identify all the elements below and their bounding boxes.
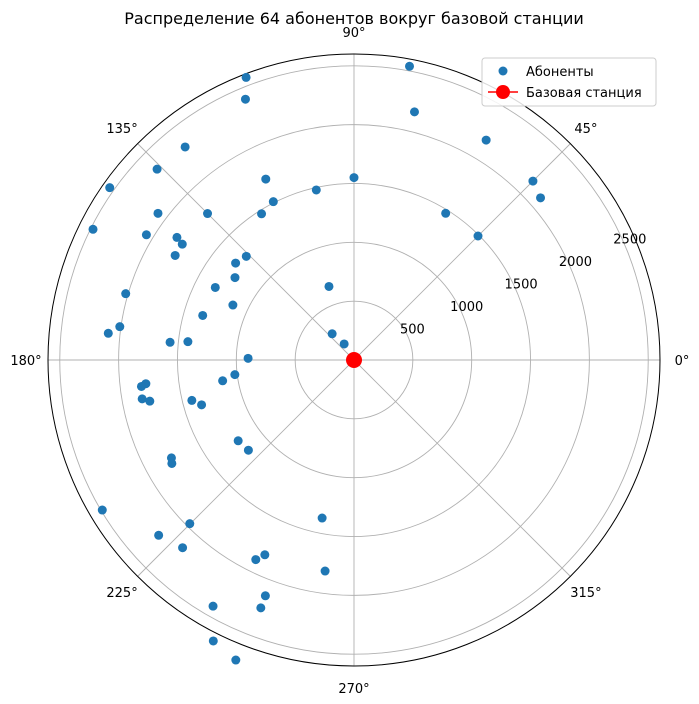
subscriber-point-20	[170, 250, 180, 260]
subscriber-point-32	[165, 337, 175, 347]
polar-spine	[47, 53, 661, 667]
subscriber-point-54	[178, 543, 188, 553]
subscriber-point-16	[152, 164, 162, 174]
subscriber-point-46	[197, 400, 207, 410]
subscriber-point-57	[260, 591, 270, 601]
subscriber-point-38	[210, 282, 220, 292]
subscriber-point-17	[172, 232, 182, 242]
subscriber-point-33	[183, 337, 193, 347]
angular-grid-line-315	[353, 359, 571, 577]
subscriber-point-52	[154, 530, 164, 540]
legend-frame	[481, 57, 657, 107]
angle-tick-label-45: 45°	[574, 122, 597, 137]
subscriber-point-0	[405, 61, 415, 71]
subscriber-point-45	[187, 395, 197, 405]
subscriber-point-31	[115, 322, 125, 332]
subscriber-point-12	[241, 72, 251, 82]
radial-tick-labels: 500 1000 1500 2000 2500	[400, 232, 646, 337]
subscriber-point-53	[185, 519, 195, 529]
radial-tick-label-1000: 1000	[450, 300, 483, 315]
subscriber-point-51	[167, 458, 177, 468]
angle-tick-label-180: 180°	[10, 354, 41, 369]
subscriber-point-2	[481, 135, 491, 145]
subscriber-point-59	[208, 636, 218, 646]
angular-grid-line-225	[137, 359, 355, 577]
subscriber-point-49	[97, 505, 107, 515]
subscriber-point-18	[203, 209, 213, 219]
outer-spine	[47, 53, 661, 667]
radial-tick-label-500: 500	[400, 322, 425, 337]
subscriber-point-9	[261, 174, 271, 184]
legend: Абоненты Базовая станция	[481, 57, 657, 107]
legend-marker-subscribers	[498, 66, 508, 76]
subscriber-point-3	[528, 176, 538, 186]
base-station-point	[346, 352, 362, 368]
chart-title: Распределение 64 абонентов вокруг базово…	[124, 9, 584, 28]
subscriber-point-29	[327, 329, 337, 339]
subscriber-point-4	[536, 193, 546, 203]
subscriber-point-48	[243, 445, 253, 455]
subscriber-point-7	[349, 173, 359, 183]
subscriber-point-63	[320, 566, 330, 576]
angle-tick-label-135: 135°	[106, 122, 137, 137]
subscriber-point-37	[198, 310, 208, 320]
angle-tick-label-0: 0°	[675, 354, 690, 369]
angle-tick-label-270: 270°	[338, 682, 369, 697]
subscriber-point-1	[409, 107, 419, 117]
angle-tick-labels: 0° 45° 90° 135° 180° 225° 270° 315°	[10, 26, 689, 697]
subscriber-point-35	[243, 353, 253, 363]
radial-tick-label-1500: 1500	[505, 277, 538, 292]
subscriber-point-13	[240, 94, 250, 104]
subscriber-point-36	[103, 328, 113, 338]
legend-marker-base-station	[496, 85, 510, 99]
subscriber-point-34	[121, 289, 131, 299]
subscriber-point-44	[145, 396, 155, 406]
subscriber-point-42	[136, 381, 146, 391]
subscriber-point-15	[153, 208, 163, 218]
subscriber-point-28	[324, 281, 334, 291]
subscriber-point-24	[230, 273, 240, 283]
subscriber-point-43	[137, 394, 147, 404]
radial-tick-label-2000: 2000	[559, 255, 592, 270]
subscriber-point-58	[256, 603, 266, 613]
angle-tick-label-90: 90°	[342, 26, 365, 41]
subscriber-point-23	[141, 230, 151, 240]
subscriber-point-21	[105, 183, 115, 193]
subscriber-point-14	[180, 142, 190, 152]
subscriber-point-8	[311, 185, 321, 195]
subscriber-point-27	[228, 300, 238, 310]
subscriber-point-60	[208, 601, 218, 611]
subscriber-point-25	[241, 251, 251, 261]
subscriber-point-22	[88, 224, 98, 234]
subscriber-point-41	[230, 370, 240, 380]
subscriber-point-5	[441, 208, 451, 218]
subscriber-point-19	[177, 239, 187, 249]
angular-grid-line-45	[353, 143, 571, 361]
subscriber-point-61	[231, 655, 241, 665]
data-points	[88, 61, 546, 665]
radial-tick-label-2500: 2500	[613, 232, 646, 247]
subscriber-point-55	[251, 555, 261, 565]
subscriber-point-62	[317, 513, 327, 523]
subscriber-point-10	[268, 197, 278, 207]
legend-label-base-station: Базовая станция	[526, 86, 642, 101]
subscriber-point-40	[218, 376, 228, 386]
subscriber-point-47	[233, 436, 243, 446]
subscriber-point-6	[473, 231, 483, 241]
angular-grid-line-135	[137, 143, 355, 361]
subscriber-point-56	[260, 550, 270, 560]
subscriber-point-30	[339, 339, 349, 349]
subscriber-point-26	[231, 258, 241, 268]
legend-label-subscribers: Абоненты	[526, 65, 594, 80]
angle-tick-label-315: 315°	[570, 586, 601, 601]
subscriber-point-11	[257, 209, 267, 219]
angle-tick-label-225: 225°	[106, 586, 137, 601]
